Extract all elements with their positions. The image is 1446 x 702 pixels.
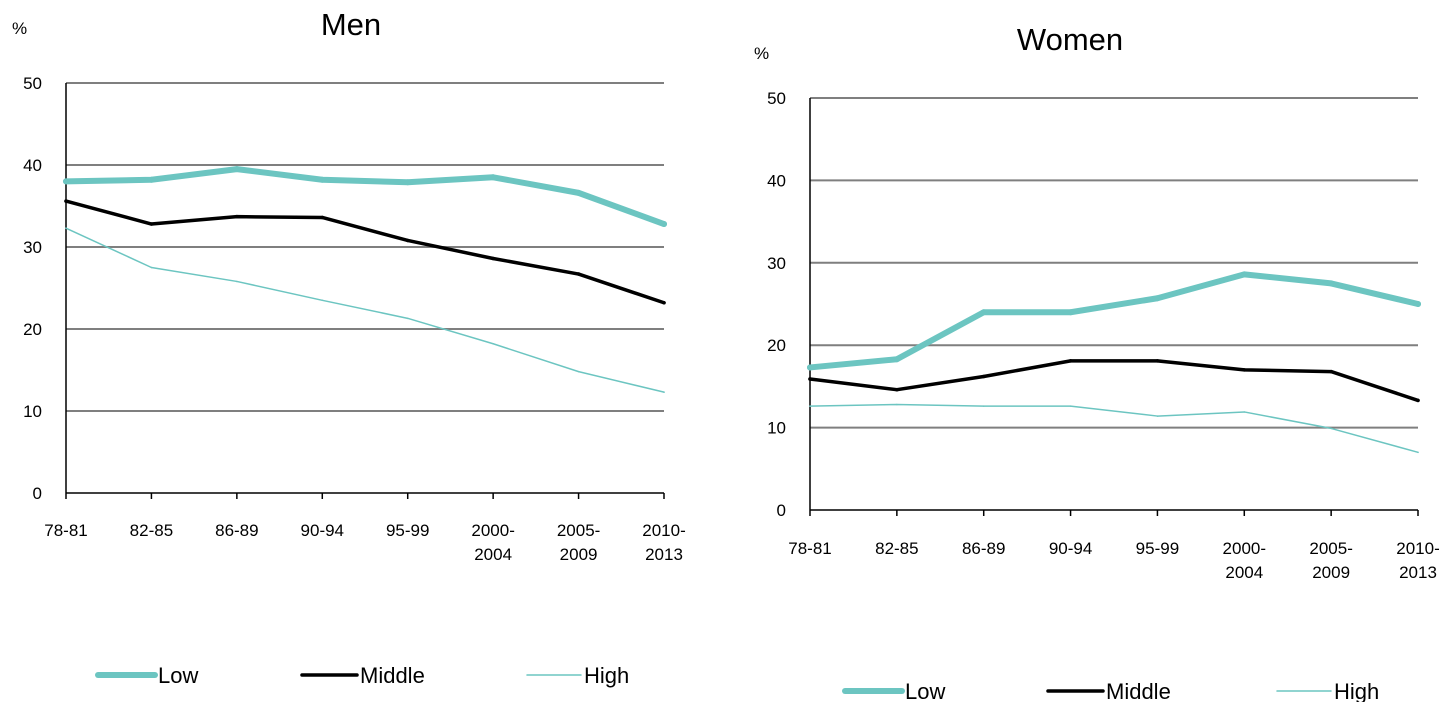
data-point-middle [1242, 368, 1247, 372]
x-tick-label: 82-85 [130, 521, 173, 540]
data-point-high [1156, 415, 1159, 417]
data-point-middle [149, 222, 154, 226]
y-tick-label: 50 [23, 74, 42, 93]
y-tick-label: 30 [767, 254, 786, 273]
x-tick-label: 95-99 [1136, 539, 1179, 558]
data-point-low [404, 179, 411, 186]
data-point-high [1417, 451, 1419, 454]
x-tick-label: 78-81 [44, 521, 87, 540]
series-line-middle [808, 359, 1420, 403]
data-point-low [980, 309, 987, 316]
data-point-high [1243, 411, 1246, 413]
x-tick-label: 2000-2004 [1223, 539, 1266, 582]
data-point-middle [1416, 398, 1420, 403]
data-point-middle [1155, 359, 1160, 363]
data-point-low [233, 166, 240, 173]
y-tick-label: 40 [23, 156, 42, 175]
data-point-middle [662, 301, 666, 305]
y-axis-unit-label: % [12, 19, 27, 38]
data-point-high [236, 280, 238, 283]
data-point-low [63, 178, 69, 185]
data-point-middle [320, 215, 325, 220]
legend-label-low: Low [158, 663, 198, 688]
y-tick-label: 30 [23, 238, 42, 257]
data-point-low [1241, 271, 1248, 278]
y-axis-unit-label: % [754, 44, 769, 63]
data-point-high [809, 405, 811, 407]
y-tick-label: 0 [33, 484, 42, 503]
data-point-high [1069, 405, 1072, 407]
x-tick-label: 2010-2013 [642, 521, 685, 564]
data-point-high [492, 343, 494, 345]
data-point-middle [576, 272, 581, 276]
legend-label-high: High [1334, 679, 1379, 702]
data-point-middle [235, 214, 239, 219]
data-point-middle [895, 387, 899, 392]
series-line-high [809, 403, 1419, 454]
data-point-high [577, 370, 580, 373]
data-point-low [807, 364, 813, 371]
legend-label-low: Low [905, 679, 945, 702]
y-tick-label: 0 [777, 501, 786, 520]
chart-men: Men% 0 10 20 30 40 50 78-81 82-85 86-89 90-94 95-99… [12, 7, 686, 688]
x-tick-label: 86-89 [215, 521, 258, 540]
data-point-high [896, 403, 898, 406]
legend-label-middle: Middle [360, 663, 425, 688]
data-point-middle [405, 238, 410, 243]
x-tick-label: 90-94 [301, 521, 344, 540]
data-point-high [1330, 427, 1332, 430]
data-point-low [893, 356, 900, 363]
data-point-low [575, 189, 582, 196]
data-point-high [406, 317, 409, 320]
data-point-low [1154, 295, 1161, 302]
series-line-low [63, 166, 667, 228]
data-point-middle [1329, 369, 1333, 374]
y-tick-label: 20 [767, 336, 786, 355]
data-point-low [661, 221, 667, 228]
chart-title: Women [1017, 22, 1123, 57]
data-point-low [1067, 309, 1074, 316]
y-tick-label: 10 [23, 402, 42, 421]
x-tick-label: 2005-2009 [1309, 539, 1352, 582]
data-point-high [663, 391, 665, 393]
data-point-low [490, 174, 497, 181]
chart-title: Men [321, 7, 381, 42]
series-line-low [807, 271, 1421, 371]
y-tick-label: 50 [767, 89, 786, 108]
y-tick-label: 20 [23, 320, 42, 339]
y-tick-label: 40 [767, 171, 786, 190]
data-point-high [150, 266, 153, 269]
data-point-low [148, 176, 155, 183]
data-point-low [1415, 301, 1421, 307]
y-tick-label: 10 [767, 419, 786, 438]
data-point-middle [1068, 359, 1073, 363]
data-point-high [65, 227, 67, 229]
series-line-high [65, 227, 665, 393]
x-tick-label: 78-81 [788, 539, 831, 558]
x-tick-label: 90-94 [1049, 539, 1092, 558]
x-tick-label: 82-85 [875, 539, 918, 558]
data-point-low [1328, 280, 1335, 287]
x-tick-label: 2000-2004 [471, 521, 514, 564]
x-tick-label: 2005-2009 [557, 521, 600, 564]
legend-label-high: High [584, 663, 629, 688]
data-point-middle [64, 199, 68, 203]
data-point-high [982, 405, 985, 407]
data-point-middle [491, 256, 495, 261]
legend-label-middle: Middle [1106, 679, 1171, 702]
series-line-middle [64, 199, 666, 305]
data-point-low [319, 176, 326, 183]
chart-women: Women% 0 10 20 30 40 50 78-81 82-85 86-89 90-94 95-… [754, 22, 1440, 702]
x-tick-label: 2010-2013 [1396, 539, 1439, 582]
x-tick-label: 95-99 [386, 521, 429, 540]
data-point-middle [808, 377, 812, 381]
x-tick-label: 86-89 [962, 539, 1005, 558]
data-point-high [321, 299, 324, 302]
data-point-middle [981, 374, 986, 379]
